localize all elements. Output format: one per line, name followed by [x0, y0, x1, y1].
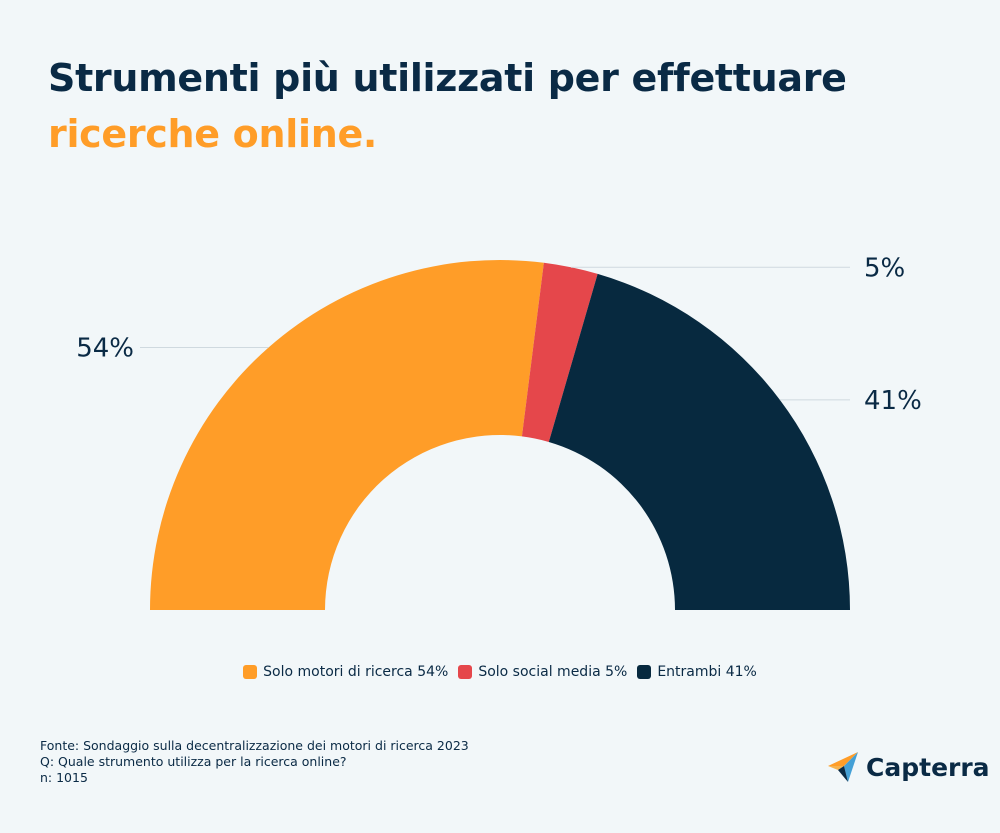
chart-footer: Fonte: Sondaggio sulla decentralizzazion… [40, 738, 469, 786]
legend-label: Solo social media 5% [478, 664, 628, 680]
legend-item-entrambi: Entrambi 41% [637, 664, 757, 680]
chart-legend: Solo motori di ricerca 54% Solo social me… [0, 664, 1000, 680]
legend-item-solo-motori-di-ricerca: Solo motori di ricerca 54% [243, 664, 448, 680]
data-label-solo-motori-di-ricerca: 54% [76, 333, 134, 363]
legend-swatch [243, 665, 258, 679]
legend-label: Entrambi 41% [657, 664, 757, 680]
slice-solo-motori-di-ricerca [150, 259, 544, 610]
legend-label: Solo motori di ricerca 54% [263, 664, 449, 680]
brand-name: Capterra [866, 752, 990, 782]
chart-title: Strumenti più utilizzati per effettuare … [48, 50, 847, 162]
legend-swatch [637, 665, 652, 679]
title-line-1: Strumenti più utilizzati per effettuare [48, 56, 847, 100]
legend-swatch [458, 665, 473, 679]
title-line-2: ricerche online. [48, 112, 378, 156]
capterra-arrow-icon [828, 752, 858, 782]
slice-solo-social-media [521, 262, 598, 442]
legend-item-solo-social-media: Solo social media 5% [458, 664, 627, 680]
sample-note: n: 1015 [40, 770, 88, 785]
slice-entrambi [548, 273, 850, 610]
question-note: Q: Quale strumento utilizza per la ricer… [40, 754, 347, 769]
data-label-entrambi: 41% [864, 386, 922, 416]
capterra-logo: Capterra [826, 750, 990, 784]
data-label-solo-social-media: 5% [864, 253, 905, 283]
source-note: Fonte: Sondaggio sulla decentralizzazion… [40, 738, 469, 753]
half-donut-chart: 54% 5% 41% [76, 253, 922, 610]
